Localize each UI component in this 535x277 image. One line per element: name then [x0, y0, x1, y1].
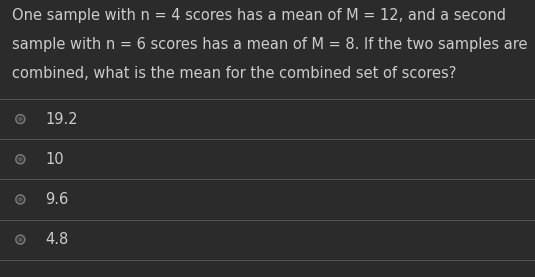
Text: 19.2: 19.2	[45, 112, 78, 127]
Ellipse shape	[18, 157, 23, 162]
Ellipse shape	[18, 117, 23, 122]
Ellipse shape	[18, 197, 23, 202]
Text: 4.8: 4.8	[45, 232, 68, 247]
Text: 10: 10	[45, 152, 64, 167]
Text: combined, what is the mean for the combined set of scores?: combined, what is the mean for the combi…	[12, 66, 456, 81]
Text: One sample with n = 4 scores has a mean of M = 12, and a second: One sample with n = 4 scores has a mean …	[12, 8, 506, 23]
Text: sample with n = 6 scores has a mean of M = 8. If the two samples are: sample with n = 6 scores has a mean of M…	[12, 37, 528, 52]
Ellipse shape	[18, 237, 23, 242]
Text: 9.6: 9.6	[45, 192, 68, 207]
